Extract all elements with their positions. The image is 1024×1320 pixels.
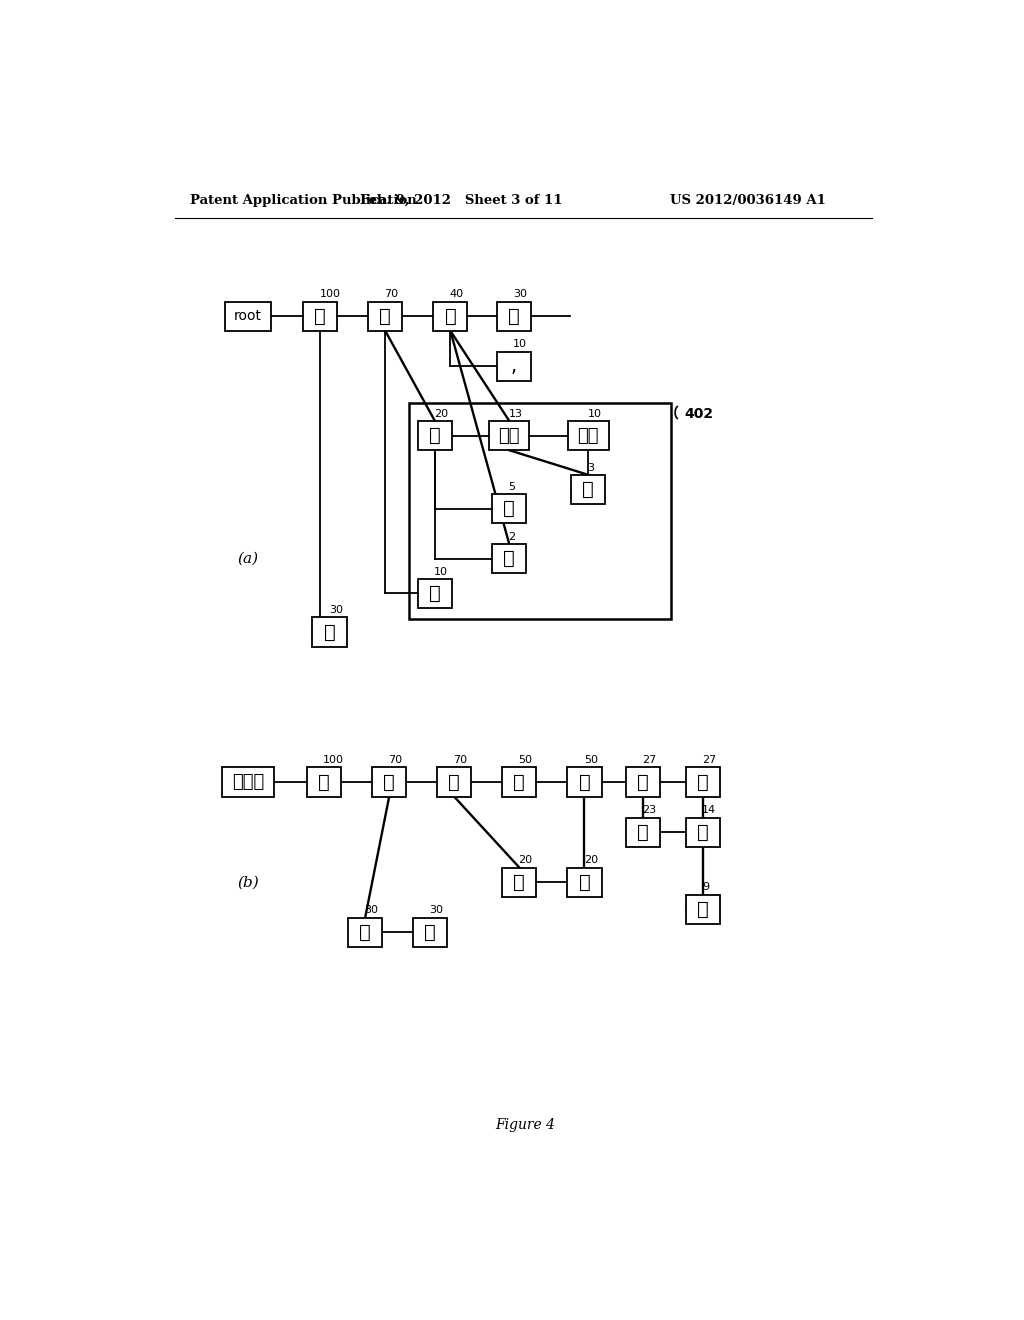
Text: ー: ー [513,873,525,892]
Bar [493,544,526,573]
Bar [568,421,608,450]
Text: 23: 23 [642,805,656,816]
Text: っ: っ [444,306,457,326]
Text: て: て [697,822,709,842]
Text: US 2012/0036149 A1: US 2012/0036149 A1 [670,194,825,207]
Bar [303,302,337,331]
Text: と: と [508,306,520,326]
Text: る: る [697,772,709,792]
Bar [307,767,341,797]
Text: 20: 20 [434,409,449,418]
Text: 30: 30 [329,605,343,615]
Bar [503,767,537,797]
Bar [312,618,346,647]
Text: 70: 70 [388,755,402,766]
Bar [409,404,671,619]
Text: ッ: ッ [513,772,525,792]
Bar [348,917,382,946]
Text: ボタン: ボタン [232,774,264,791]
Text: を: を [318,772,330,792]
Text: ボ: ボ [314,306,326,326]
Text: 13: 13 [509,409,522,418]
Bar [418,421,452,450]
Bar [493,494,526,524]
Text: (a): (a) [238,552,259,566]
Text: 10: 10 [588,409,601,418]
Text: す: す [637,772,648,792]
Text: ン: ン [429,426,440,445]
Text: タ: タ [380,306,391,326]
Text: 40: 40 [450,289,464,300]
Text: 10: 10 [513,339,527,350]
Text: ク: ク [383,772,395,792]
Bar [433,302,467,331]
Text: し: し [637,822,648,842]
Text: ク: ク [579,772,591,792]
Text: 3: 3 [588,462,595,473]
Text: 50: 50 [584,755,598,766]
Text: ス: ス [324,623,336,642]
Bar [626,817,659,847]
Text: 100: 100 [319,289,340,300]
Bar [497,351,531,381]
Bar [369,302,402,331]
Text: しま: しま [578,426,599,445]
Text: root: root [234,309,262,323]
Text: 9: 9 [702,882,710,892]
Bar [567,767,601,797]
Text: 27: 27 [702,755,717,766]
Text: Feb. 9, 2012   Sheet 3 of 11: Feb. 9, 2012 Sheet 3 of 11 [360,194,562,207]
Text: 100: 100 [324,755,344,766]
Bar [567,867,601,896]
Bar [686,817,720,847]
Text: 10: 10 [434,566,449,577]
Text: ま: ま [697,900,709,919]
Bar [225,302,271,331]
Bar [686,767,720,797]
Text: Figure 4: Figure 4 [495,1118,555,1131]
Bar [626,767,659,797]
Text: リ: リ [449,772,460,792]
Text: 20: 20 [584,855,598,866]
Bar [489,421,529,450]
Text: ル: ル [429,583,440,603]
Text: ン: ン [579,873,591,892]
Bar [222,767,274,797]
Bar [418,578,452,609]
Text: す: す [583,480,594,499]
Bar [571,475,605,504]
Bar [497,302,531,331]
Text: が: が [504,499,515,519]
Text: (b): (b) [238,875,259,890]
Text: 2: 2 [509,532,516,543]
Text: 402: 402 [684,407,714,421]
Text: Patent Application Publication: Patent Application Publication [190,194,417,207]
Bar [686,895,720,924]
Text: ,: , [511,356,517,376]
Text: 70: 70 [454,755,468,766]
Bar [414,917,447,946]
Text: 30: 30 [365,906,379,915]
Text: す: す [424,923,436,941]
Text: 30: 30 [513,289,527,300]
Text: 27: 27 [642,755,656,766]
Text: に: に [504,549,515,569]
Text: 50: 50 [518,755,532,766]
Text: 70: 70 [385,289,398,300]
Text: を押: を押 [499,426,520,445]
Bar [372,767,407,797]
Text: 押: 押 [359,923,371,941]
Bar [437,767,471,797]
Text: 14: 14 [702,805,717,816]
Text: 30: 30 [429,906,443,915]
Bar [503,867,537,896]
Text: 20: 20 [518,855,532,866]
Text: 5: 5 [509,482,515,492]
